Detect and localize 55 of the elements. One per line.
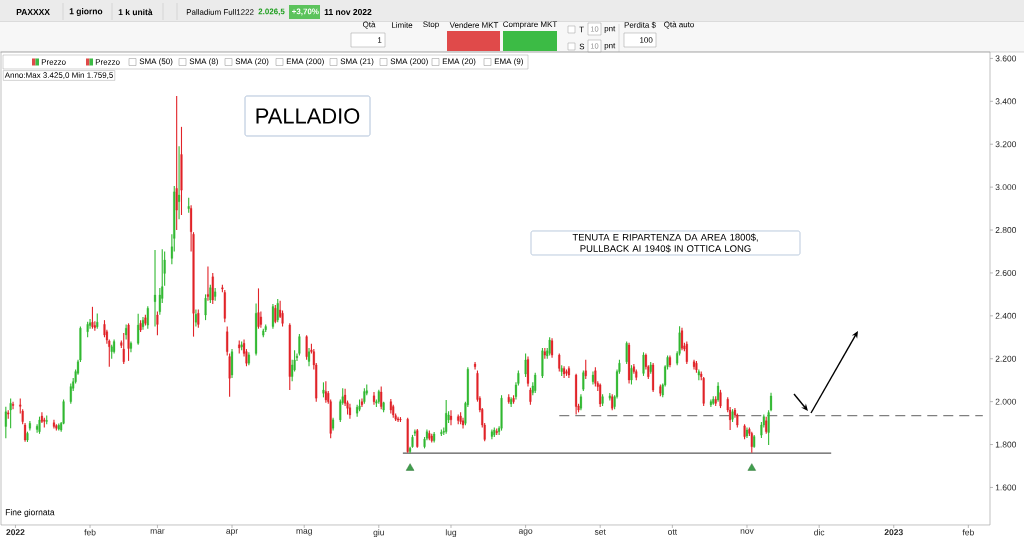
text: 1 giorno [69, 8, 103, 16]
candlestick [558, 352, 561, 373]
x-tick-label: lug [445, 529, 457, 538]
y-tick-label: 1.800 [995, 441, 1017, 448]
candlestick [156, 311, 159, 336]
candlestick [69, 382, 72, 405]
annotation: Fine giornata [5, 509, 55, 517]
y-tick-label: 1.600 [995, 484, 1017, 491]
candlestick [305, 334, 308, 361]
candlestick [584, 359, 587, 380]
candlestick [26, 431, 29, 443]
x-tick-label: feb [84, 529, 96, 536]
candlestick [524, 352, 527, 378]
candlestick [551, 337, 554, 359]
candlestick [625, 341, 628, 365]
x-tick-label: ago [518, 529, 533, 536]
y-tick-label: 3.600 [995, 55, 1017, 62]
candlestick [271, 303, 274, 330]
x-tick-label: mag [296, 529, 312, 536]
x-tick-label: dic [814, 529, 825, 536]
y-tick-label: 2.400 [995, 312, 1017, 319]
candlestick [548, 336, 551, 357]
x-tick-label: 2023 [884, 529, 903, 536]
candlestick [719, 389, 722, 409]
candlestick [197, 308, 200, 329]
x-tick-label: feb [962, 529, 974, 536]
x-tick-label: giu [373, 529, 384, 538]
y-tick-label: 2.800 [995, 227, 1017, 234]
candlestick [180, 126, 183, 216]
y-tick-label: 3.400 [995, 98, 1017, 105]
text: 11 nov 2022 [324, 9, 372, 15]
y-tick-label: 3.200 [995, 141, 1017, 148]
annotation: TENUTA E RIPARTENZA DA AREA 1800$, PULLBACK AI 1940$ IN OTTICA LONG [572, 233, 758, 253]
text: PAXXXX [16, 9, 50, 15]
candlestick [91, 306, 94, 330]
text: 1 k unità [118, 8, 153, 16]
y-tick-label: 2.600 [995, 269, 1017, 276]
y-tick-label: 3.000 [995, 184, 1017, 191]
x-tick-label: 2022 [6, 529, 25, 536]
text: PALLADIO [256, 108, 360, 124]
candlestick [209, 284, 212, 304]
x-tick-label: mar [150, 529, 165, 534]
candlestick [38, 416, 41, 435]
x-tick-label: apr [226, 529, 238, 536]
y-tick-label: 2.200 [995, 355, 1017, 362]
x-tick-label: set [594, 529, 606, 535]
x-tick-label: ott [668, 529, 678, 535]
candlestick [298, 333, 301, 357]
candlestick [411, 434, 414, 449]
x-tick-label: nov [740, 529, 754, 534]
candlestick [276, 298, 279, 323]
y-tick-label: 2.000 [995, 398, 1017, 405]
candlestick [500, 394, 503, 432]
candlestick [12, 401, 15, 410]
candlestick [565, 368, 568, 377]
